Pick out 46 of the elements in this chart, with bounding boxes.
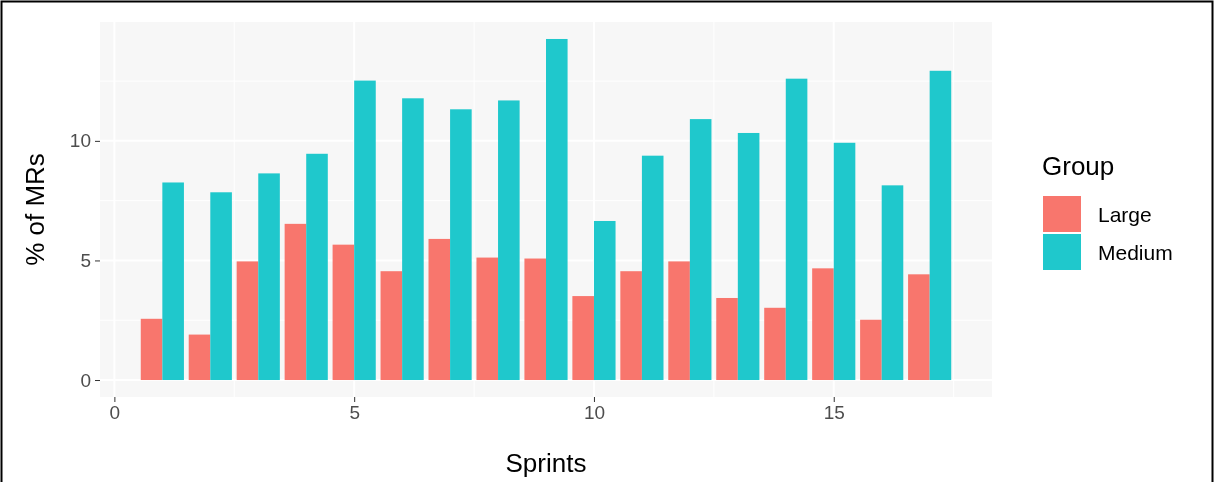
x-axis-title: Sprints [505, 448, 587, 478]
bar [833, 142, 856, 381]
bar [188, 334, 211, 381]
bar [140, 318, 163, 381]
bar [306, 153, 328, 381]
bar [210, 192, 232, 381]
bar [354, 80, 376, 381]
bar [641, 155, 664, 381]
bar [785, 78, 808, 381]
y-tick-label: 0 [80, 369, 91, 391]
y-tick-label: 5 [80, 250, 91, 272]
y-tick-label: 10 [69, 130, 91, 152]
bar [162, 182, 184, 381]
bar [236, 261, 259, 381]
x-tick-label: 5 [349, 402, 360, 424]
bar [860, 319, 882, 381]
x-tick-label: 0 [109, 402, 121, 424]
bar [402, 98, 424, 381]
bar [258, 173, 280, 381]
bar [620, 271, 642, 381]
bar [524, 258, 546, 381]
x-tick-label: 10 [583, 402, 606, 424]
bar [498, 100, 520, 381]
x-tick-label: 15 [823, 402, 845, 424]
bar [716, 297, 738, 381]
legend-label: Medium [1098, 241, 1173, 264]
bar [572, 296, 594, 381]
bar [689, 119, 712, 381]
bar [476, 257, 499, 381]
bar [284, 223, 307, 381]
legend-label: Large [1098, 203, 1152, 226]
bar [450, 109, 472, 381]
bar [593, 220, 616, 381]
legend-title: Group [1042, 151, 1115, 181]
bar [428, 238, 451, 381]
bar [929, 70, 952, 381]
bar [764, 307, 786, 381]
bar [812, 268, 834, 381]
y-axis-title: % of MRs [20, 153, 50, 266]
bar [668, 261, 690, 381]
bar [881, 185, 904, 381]
bar [546, 38, 568, 381]
bar [332, 244, 355, 381]
bar [380, 271, 403, 381]
bar [908, 274, 930, 381]
bar [737, 132, 760, 381]
